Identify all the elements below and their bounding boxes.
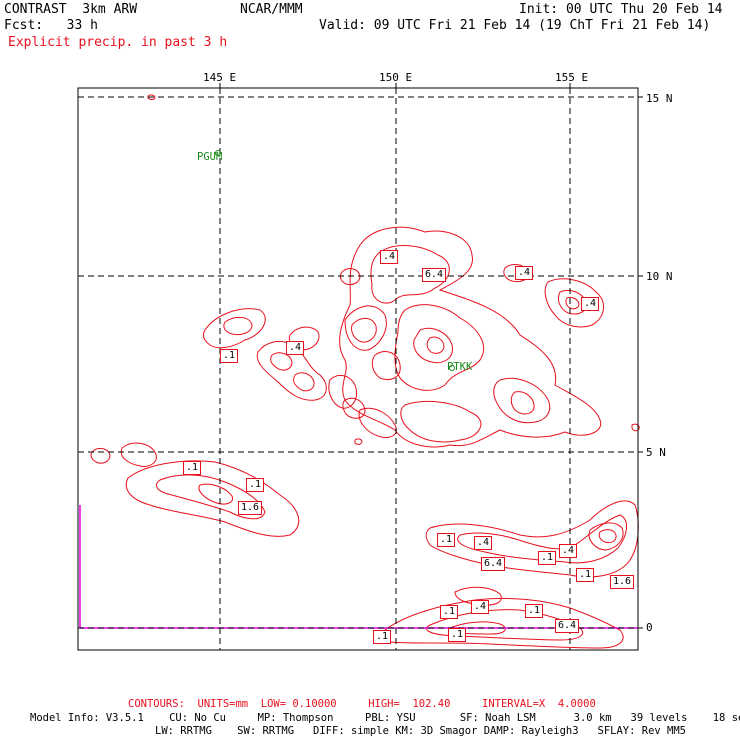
contour-label: .1 <box>183 461 202 475</box>
contour-label: 1.6 <box>238 501 263 515</box>
contour-central-sw <box>344 305 387 351</box>
contour-se-band-inner3 <box>598 529 617 544</box>
contour-speck-3 <box>631 423 640 432</box>
lat-lon-grid <box>78 88 638 650</box>
contour-eq-north <box>454 586 502 606</box>
contour-w1-outer <box>202 308 266 349</box>
contour-se-band-outer <box>425 500 639 578</box>
contour-label: .1 <box>373 630 392 644</box>
contour-central-w3 <box>358 407 397 438</box>
contour-ne-small <box>503 264 529 283</box>
map-frame <box>77 87 639 651</box>
contour-label: .4 <box>515 266 534 280</box>
axis-ticks <box>219 83 643 629</box>
contour-eq-band-outer <box>380 597 624 649</box>
lon-label-155: 155 E <box>555 71 589 84</box>
contour-central-east <box>493 377 551 424</box>
contour-label: .4 <box>380 250 399 264</box>
contour-label: .4 <box>471 600 490 614</box>
contour-w2-inner <box>270 352 293 371</box>
contour-5n-west <box>120 442 157 467</box>
contour-w1-inner <box>223 317 253 336</box>
contour-label: .1 <box>448 628 467 642</box>
contour-central-outer <box>339 226 602 448</box>
contour-central-w <box>328 374 357 409</box>
organization-label: NCAR/MMM <box>240 2 303 17</box>
contour-central-inner1 <box>370 245 450 304</box>
contour-east-inner2 <box>565 296 580 310</box>
contour-label: .1 <box>525 604 544 618</box>
lat-label-5n: 5 N <box>646 446 666 459</box>
contour-central-mid <box>371 351 401 380</box>
contour-label: 6.4 <box>422 268 447 282</box>
lon-label-145: 145 E <box>203 71 237 84</box>
contour-label: .1 <box>538 551 557 565</box>
station-label-ptkk: PTKK <box>447 361 473 373</box>
contour-label: .4 <box>474 536 493 550</box>
contour-east-inner <box>557 289 587 315</box>
contour-central-sw2 <box>351 317 377 343</box>
contour-label: .1 <box>440 605 459 619</box>
contour-5n-far-west <box>90 447 111 464</box>
precip-contours <box>90 94 640 649</box>
contour-central-south <box>400 400 482 443</box>
contour-label: .1 <box>246 478 265 492</box>
contour-label: .4 <box>581 297 600 311</box>
contour-east-outer <box>544 278 604 328</box>
product-title: CONTRAST 3km ARW <box>4 2 138 17</box>
contour-speck-1 <box>147 94 156 100</box>
contour-5n-band-inner2 <box>198 483 233 505</box>
contour-central-w2 <box>342 397 366 419</box>
contour-5n-band-inner <box>156 474 266 520</box>
station-label-pgum: PGUM <box>197 151 223 163</box>
contour-w2-inner2 <box>293 372 315 392</box>
contour-eq-band-inner <box>426 609 584 641</box>
contour-se-band-inner2 <box>588 522 624 551</box>
valid-time: Valid: 09 UTC Fri 21 Feb 14 (19 ChT Fri … <box>319 18 711 33</box>
forecast-hour: Fcst: 33 h <box>4 18 98 33</box>
contour-label: .4 <box>559 544 578 558</box>
model-info-line1: Model Info: V3.5.1 CU: No Cu MP: Thompso… <box>30 712 740 724</box>
contour-speck-2 <box>354 438 363 445</box>
contour-info: CONTOURS: UNITS=mm LOW= 0.10000 HIGH= 10… <box>128 698 596 710</box>
contour-label: .1 <box>576 568 595 582</box>
contour-central-east2 <box>510 391 535 415</box>
contour-label: .1 <box>437 533 456 547</box>
lat-label-10n: 10 N <box>646 270 673 283</box>
contour-central-inner4 <box>426 336 445 354</box>
lat-label-15n: 15 N <box>646 92 673 105</box>
contour-label: 1.6 <box>610 575 635 589</box>
contour-central-inner3 <box>413 327 453 364</box>
lon-label-150: 150 E <box>379 71 413 84</box>
contour-central-inner2 <box>394 304 485 391</box>
contour-nw-blob <box>339 268 361 286</box>
station-marker-pgum <box>215 150 221 156</box>
contour-label: .4 <box>286 341 305 355</box>
contour-5n-band-outer <box>125 460 300 537</box>
init-time: Init: 00 UTC Thu 20 Feb 14 <box>519 2 723 17</box>
contour-label: 6.4 <box>555 619 580 633</box>
model-info-line2: LW: RRTMG SW: RRTMG DIFF: simple KM: 3D … <box>155 725 687 737</box>
contour-label: 6.4 <box>481 557 506 571</box>
contour-label: .1 <box>220 349 239 363</box>
field-title: Explicit precip. in past 3 h <box>8 35 228 50</box>
lat-label-0: 0 <box>646 621 653 634</box>
domain-boundary <box>79 505 638 629</box>
contour-se-band-inner <box>457 514 627 564</box>
station-marker-ptkk <box>449 365 455 371</box>
